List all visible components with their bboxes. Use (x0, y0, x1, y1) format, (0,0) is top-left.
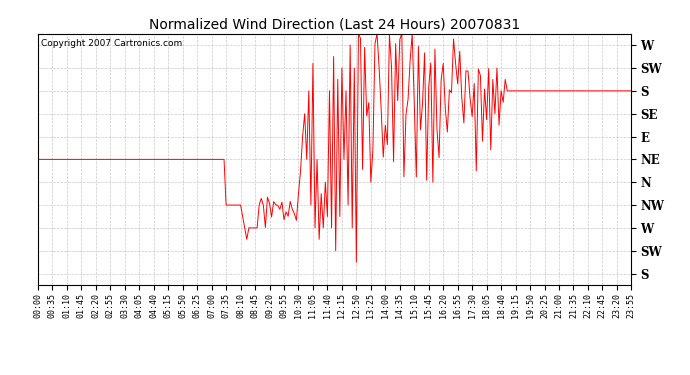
Title: Normalized Wind Direction (Last 24 Hours) 20070831: Normalized Wind Direction (Last 24 Hours… (149, 17, 520, 31)
Text: Copyright 2007 Cartronics.com: Copyright 2007 Cartronics.com (41, 39, 182, 48)
